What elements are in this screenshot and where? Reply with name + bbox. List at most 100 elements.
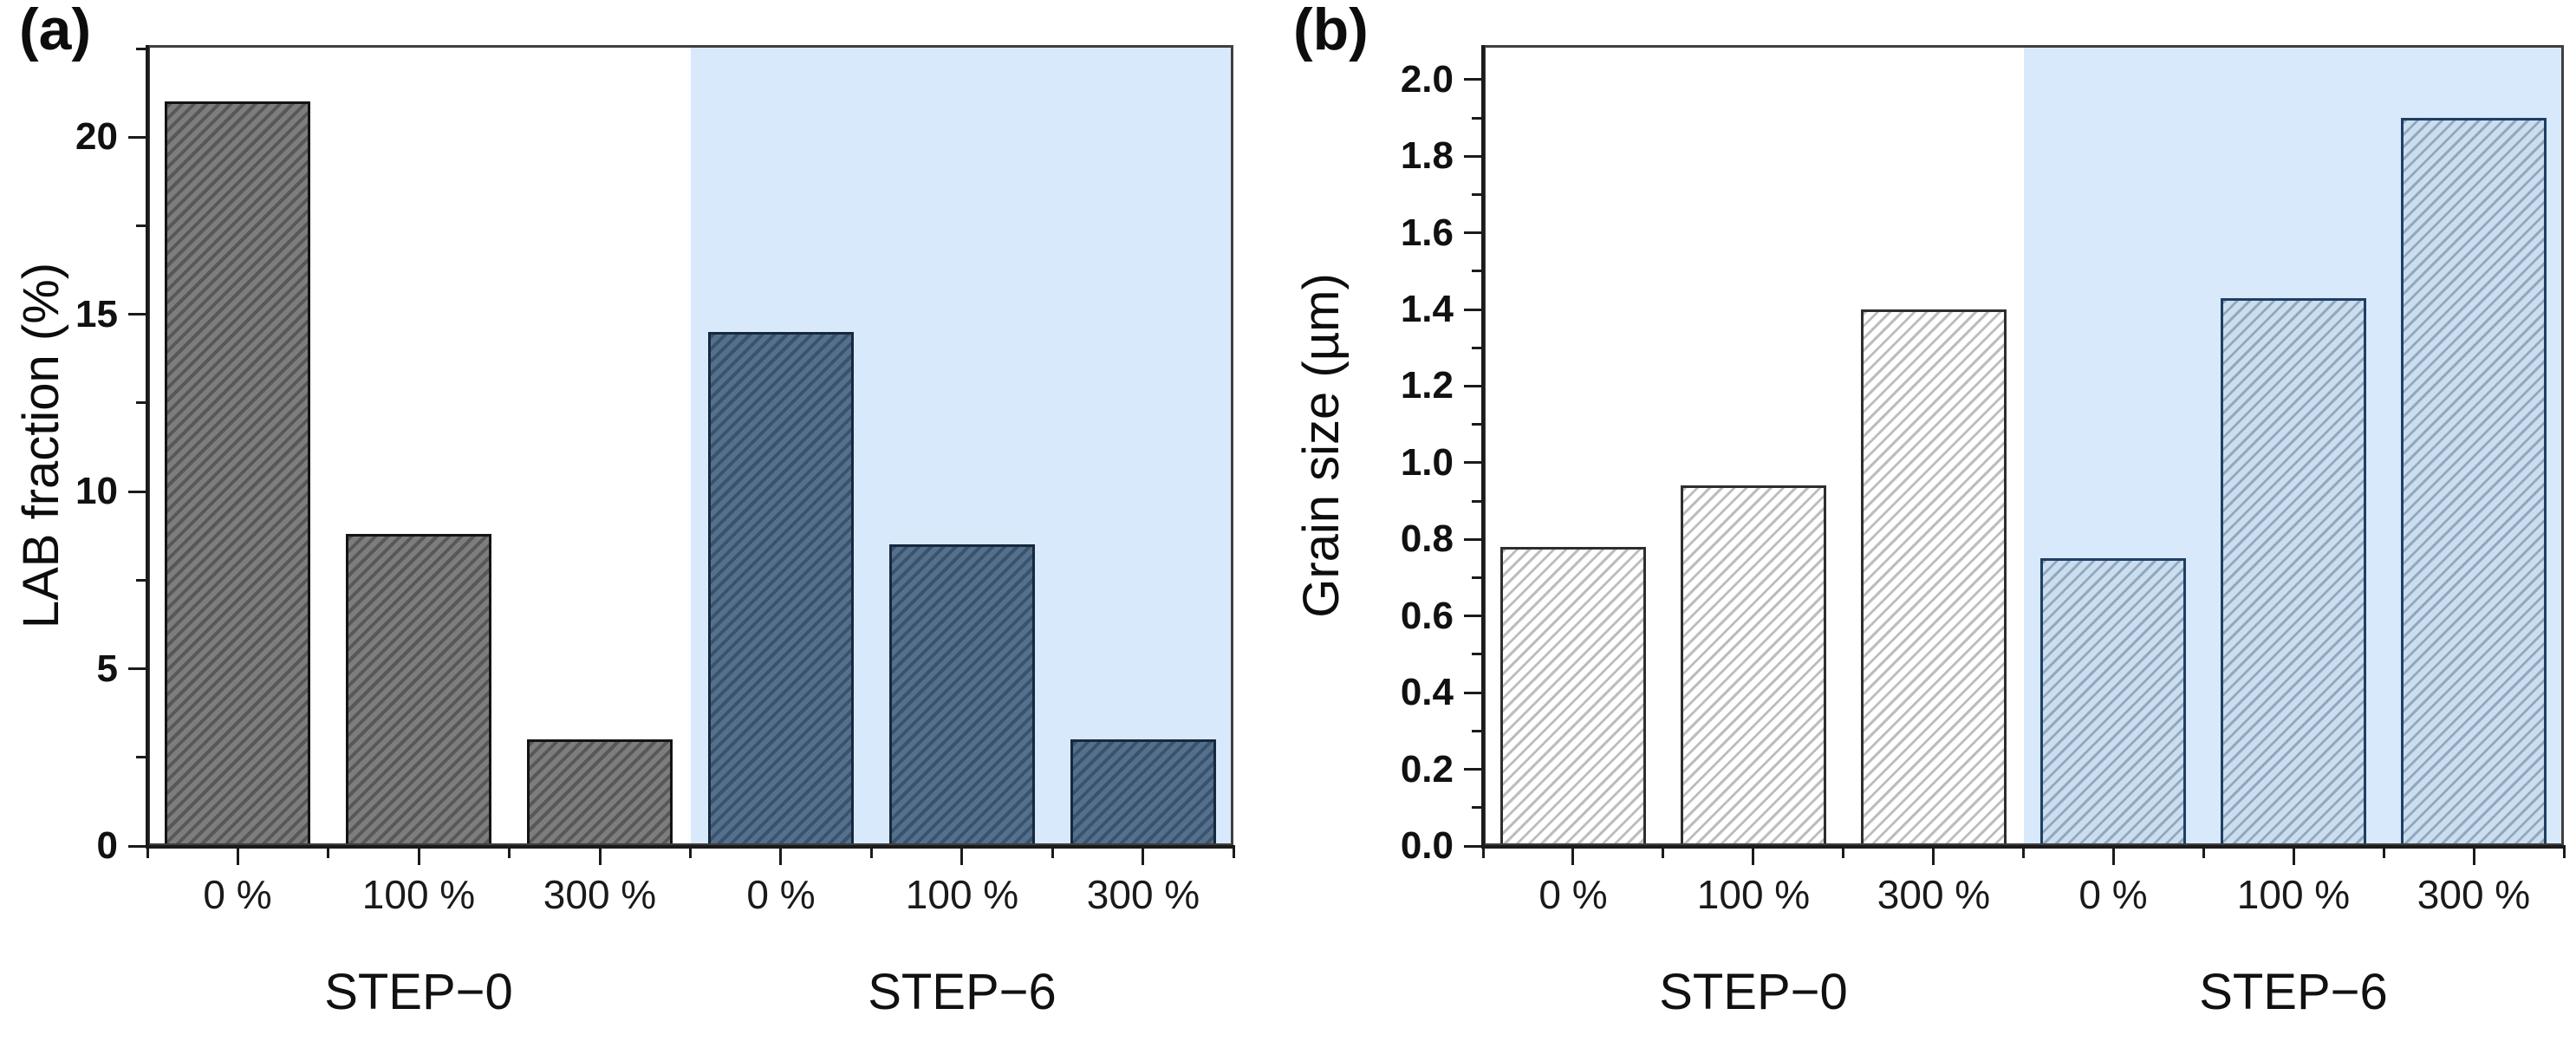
y-tick-label: 15: [75, 293, 118, 335]
x-category-label: 0 %: [1538, 872, 1608, 917]
plot-frame: [1483, 45, 2564, 846]
y-tick-label: 1.4: [1400, 288, 1454, 330]
bar-step6-0%: [708, 332, 854, 846]
x-minor-tick: [2022, 848, 2025, 858]
y-tick-label: 1.2: [1400, 364, 1454, 407]
x-minor-tick: [2383, 848, 2385, 858]
y-minor-tick: [1472, 653, 1481, 655]
y-major-tick: [1464, 538, 1481, 541]
panel-a-label: (a): [19, 0, 92, 62]
y-tick-label: 0.2: [1400, 748, 1454, 791]
x-minor-tick: [1662, 848, 1664, 858]
y-minor-tick: [1472, 500, 1481, 503]
y-major-tick: [1464, 309, 1481, 311]
bar-step0-0%: [1500, 547, 1646, 846]
x-minor-tick: [1233, 848, 1235, 858]
x-minor-tick: [508, 848, 511, 858]
y-major-tick: [128, 491, 146, 493]
bar-step6-300%: [1070, 739, 1216, 846]
plot-frame: [147, 45, 1233, 846]
y-tick-label: 0.0: [1400, 824, 1454, 867]
x-minor-tick: [2202, 848, 2205, 858]
x-major-tick: [2473, 848, 2475, 865]
y-minor-tick: [136, 48, 146, 50]
x-major-tick: [960, 848, 963, 865]
x-major-tick: [779, 848, 782, 865]
x-category-label: 100 %: [1696, 872, 1811, 917]
y-tick-label: 0.8: [1400, 517, 1454, 560]
bar-step6-100%: [2221, 298, 2366, 846]
y-major-tick: [1464, 615, 1481, 617]
x-minor-tick: [689, 848, 692, 858]
x-major-tick: [599, 848, 602, 865]
x-category-label: 300 %: [1877, 872, 1991, 917]
bar-step0-0%: [165, 101, 310, 846]
y-axis-line: [146, 45, 149, 849]
y-minor-tick: [136, 224, 146, 227]
y-major-tick: [128, 136, 146, 139]
x-category-label: 100 %: [2236, 872, 2351, 917]
y-tick-label: 2.0: [1400, 58, 1454, 101]
x-major-tick: [2293, 848, 2295, 865]
y-minor-tick: [1472, 270, 1481, 272]
y-minor-tick: [1472, 193, 1481, 196]
y-tick-label: 1.8: [1400, 134, 1454, 177]
y-minor-tick: [136, 401, 146, 404]
y-tick-label: 5: [96, 647, 118, 690]
bar-step6-100%: [889, 544, 1035, 846]
y-minor-tick: [1472, 347, 1481, 349]
y-minor-tick: [1472, 117, 1481, 120]
y-major-tick: [1464, 155, 1481, 158]
y-minor-tick: [136, 579, 146, 582]
y-major-tick: [1464, 461, 1481, 464]
bar-step6-300%: [2401, 118, 2547, 846]
y-major-tick: [1464, 845, 1481, 848]
bar-step0-300%: [1861, 309, 2007, 846]
y-tick-label: 1.6: [1400, 211, 1454, 254]
x-category-label: 100 %: [905, 872, 1019, 917]
x-major-tick: [1142, 848, 1144, 865]
bar-step6-0%: [2040, 558, 2186, 846]
x-category-label: 0 %: [2078, 872, 2148, 917]
x-minor-tick: [1051, 848, 1054, 858]
y-tick-label: 0.6: [1400, 595, 1454, 637]
y-major-tick: [128, 667, 146, 670]
y-axis-line: [1481, 45, 1485, 849]
y-major-tick: [1464, 78, 1481, 81]
y-tick-label: 10: [75, 470, 118, 512]
y-tick-label: 1.0: [1400, 441, 1454, 484]
x-minor-tick: [146, 848, 149, 858]
x-axis-line: [146, 845, 1235, 849]
x-major-tick: [2112, 848, 2115, 865]
group-label-step6: STEP−6: [2199, 964, 2388, 1020]
x-major-tick: [1571, 848, 1574, 865]
x-category-label: 300 %: [543, 872, 657, 917]
y-minor-tick: [1472, 806, 1481, 809]
x-category-label: 100 %: [361, 872, 476, 917]
y-major-tick: [1464, 231, 1481, 234]
x-category-label: 300 %: [1086, 872, 1200, 917]
y-minor-tick: [136, 756, 146, 758]
x-minor-tick: [1842, 848, 1844, 858]
y-axis-title: Grain size (µm): [1293, 273, 1350, 618]
y-minor-tick: [1472, 576, 1481, 579]
x-category-label: 0 %: [203, 872, 272, 917]
x-major-tick: [418, 848, 420, 865]
y-major-tick: [128, 845, 146, 848]
x-minor-tick: [2563, 848, 2566, 858]
group-label-step6: STEP−6: [868, 964, 1057, 1020]
x-category-label: 0 %: [746, 872, 816, 917]
x-major-tick: [1752, 848, 1754, 865]
x-major-tick: [1932, 848, 1935, 865]
group-label-step0: STEP−0: [324, 964, 513, 1020]
y-tick-label: 0.4: [1400, 671, 1454, 713]
y-tick-label: 20: [75, 115, 118, 158]
y-major-tick: [1464, 385, 1481, 387]
x-category-label: 300 %: [2417, 872, 2531, 917]
x-minor-tick: [1482, 848, 1485, 858]
y-minor-tick: [1472, 730, 1481, 732]
panel-b-label: (b): [1293, 0, 1369, 62]
y-minor-tick: [1472, 423, 1481, 426]
y-axis-title: LAB fraction (%): [13, 262, 69, 629]
